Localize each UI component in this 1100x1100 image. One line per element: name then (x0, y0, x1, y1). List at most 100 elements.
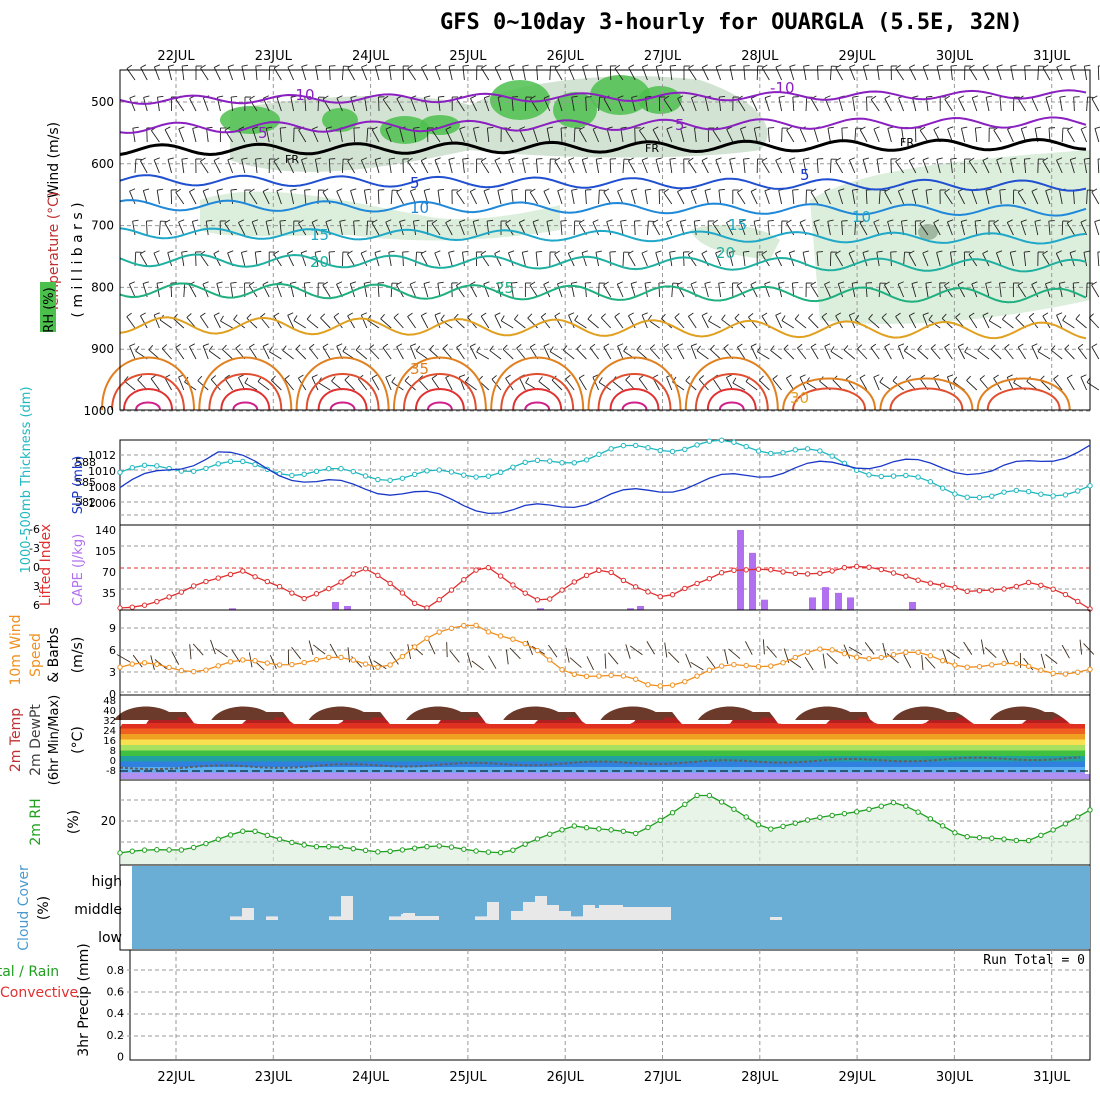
wind-barb (1002, 319, 1014, 329)
wind-barb-flag (985, 281, 992, 284)
wind-barb-flag (617, 95, 624, 99)
temperature-contour (119, 227, 1087, 245)
wind-barb (415, 252, 418, 267)
wind-barb-flag (753, 219, 760, 222)
wind-barb (445, 222, 453, 236)
wind-barb (540, 316, 551, 329)
rh2m-marker (657, 817, 663, 824)
thickness-marker (154, 463, 160, 469)
wind10m-barb (1045, 654, 1058, 664)
rh2m-marker (645, 824, 651, 831)
wind-barb-flag (473, 126, 480, 129)
wind-barb (1083, 252, 1088, 267)
wind10m-marker (510, 636, 516, 642)
contour-label: 35 (410, 360, 429, 378)
wind-barb-flag (968, 312, 975, 317)
wind-barb (922, 252, 929, 267)
wind-barb (677, 98, 685, 112)
rh2m-marker (817, 814, 823, 821)
wind-barb-flag (930, 344, 936, 349)
wind-barb-flag (936, 157, 943, 160)
wind-barb (374, 252, 380, 267)
wind-barb-flag (849, 64, 856, 68)
wind10m-marker (706, 667, 713, 673)
wind-barb-flag (287, 312, 294, 316)
cape-bar (332, 602, 339, 610)
wind-barb-flag (328, 251, 335, 253)
wind-barb-flag (968, 250, 975, 255)
wind-barb (571, 97, 575, 112)
wind10m-barb (1083, 643, 1095, 655)
wind-barb (1023, 159, 1027, 174)
wind-barb-flag (636, 344, 642, 351)
wind-barb-flag (448, 157, 455, 160)
pressure-tick: 800 (91, 280, 114, 294)
wind-barb-flag (360, 250, 367, 254)
cape-bar (229, 608, 236, 610)
wind-barb-flag (129, 188, 136, 192)
wind-barb (248, 192, 258, 205)
wind-barb (901, 128, 905, 143)
wind-barb-flag (824, 343, 831, 347)
wind-barb-flag (715, 250, 722, 254)
thickness-marker (890, 473, 897, 479)
temp-band (120, 734, 1085, 740)
wind-barb-flag (157, 188, 164, 191)
wind10m-marker (313, 656, 320, 663)
wind-barb (757, 351, 770, 360)
wind10m-marker (989, 662, 995, 668)
wind-barb-flag (571, 188, 578, 191)
wind-barb (473, 128, 478, 143)
wind-barb (693, 221, 697, 236)
wind-barb-flag (382, 95, 389, 100)
wind-barb-flag (617, 343, 624, 347)
wind-barb (1034, 221, 1039, 236)
wind-barb (1072, 283, 1075, 298)
wind10m-barb (728, 648, 741, 659)
wind-barb-flag (892, 375, 898, 382)
wind-barb (1045, 97, 1051, 112)
wind-barb (153, 314, 160, 329)
wind-barb (729, 66, 734, 81)
wind-barb-flag (627, 250, 634, 255)
wind-barb (328, 159, 331, 174)
wind-barb (360, 159, 368, 174)
wind-barb (718, 190, 722, 205)
wind10m-marker (473, 622, 479, 629)
wind-barb-flag (382, 343, 389, 349)
date-axis-bottom: 22JUL 23JUL 24JUL 25JUL 26JUL 27JUL 28JUL 29JUL… (157, 1070, 1071, 1085)
wind-barb (164, 222, 172, 236)
wind-barb-flag (1024, 251, 1031, 253)
wind-barb (494, 315, 502, 329)
lifted-index-marker (768, 567, 774, 573)
temp-band (120, 728, 1085, 734)
wind-barb-flag (922, 157, 929, 161)
wind-barb-flag (361, 64, 368, 68)
wind-barb (1042, 253, 1051, 267)
wind-barb (164, 377, 172, 391)
wind-barb-flag (260, 312, 266, 318)
thickness-marker (375, 476, 381, 483)
wind-barb-flag (843, 345, 849, 351)
wind-barb (445, 129, 453, 143)
wind-barb (374, 66, 380, 81)
wind-barb (434, 159, 441, 174)
surface-heat-contour (524, 401, 551, 411)
wind-barb-flag (641, 312, 648, 316)
wind-barb-flag (311, 374, 318, 378)
cape-bar (537, 608, 544, 610)
wind-barb-flag (656, 64, 663, 67)
wind-barb (715, 66, 722, 81)
wind10m-barb (766, 645, 777, 658)
thickness-marker (817, 448, 823, 454)
wind-barb-flag (579, 126, 585, 131)
wind-barb (320, 317, 331, 329)
wind-barb (208, 350, 221, 360)
wind-barb-flag (522, 157, 529, 160)
surface-heat-contour (392, 356, 487, 411)
cloud-bar (611, 905, 623, 920)
wind-barb-flag (797, 343, 803, 349)
wind-barb (859, 222, 868, 236)
wind-barb (884, 191, 892, 205)
rh2m-marker (203, 840, 209, 847)
